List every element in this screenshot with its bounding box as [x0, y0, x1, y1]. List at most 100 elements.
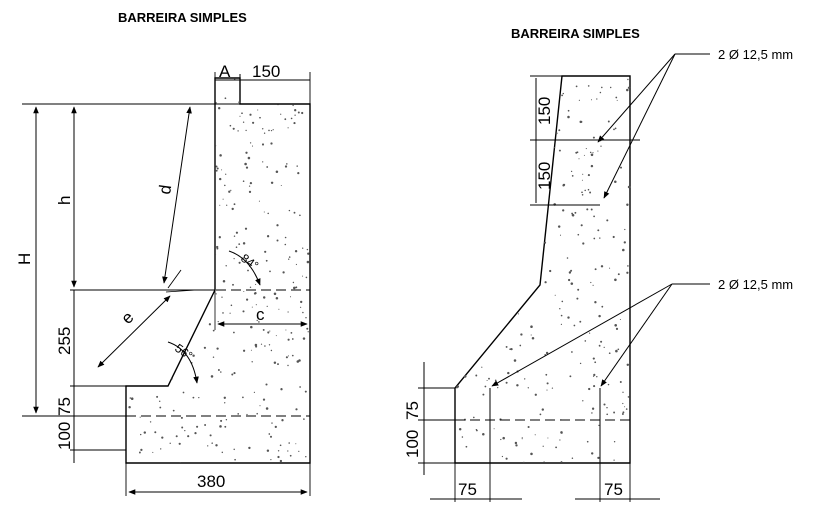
concrete-dot	[505, 457, 508, 460]
concrete-dot	[623, 241, 626, 244]
concrete-dot	[218, 107, 221, 110]
concrete-dot	[615, 327, 619, 330]
concrete-dot	[544, 241, 547, 244]
concrete-dot	[279, 459, 283, 463]
concrete-dot	[209, 434, 212, 437]
concrete-dot	[530, 452, 533, 456]
concrete-dot	[212, 356, 215, 358]
left-concrete-texture	[128, 78, 310, 464]
concrete-dot	[603, 346, 605, 349]
concrete-dot	[561, 300, 564, 303]
concrete-dot	[587, 188, 590, 191]
concrete-dot	[216, 167, 219, 170]
concrete-dot	[562, 209, 565, 212]
concrete-dot	[576, 151, 579, 154]
concrete-dot	[306, 260, 310, 264]
concrete-dot	[295, 263, 297, 266]
concrete-dot	[279, 444, 282, 447]
concrete-dot	[567, 115, 570, 119]
concrete-dot	[212, 329, 215, 332]
concrete-dot	[219, 204, 221, 206]
concrete-dot	[304, 390, 307, 393]
concrete-dot	[547, 437, 549, 439]
concrete-dot	[579, 320, 582, 323]
concrete-dot	[225, 173, 227, 175]
concrete-dot	[288, 256, 291, 258]
concrete-dot	[249, 181, 253, 185]
concrete-dot	[159, 406, 162, 409]
concrete-dot	[260, 343, 263, 345]
concrete-dot	[246, 413, 248, 416]
right-rebar-lower-label: 2 Ø 12,5 mm	[718, 277, 793, 292]
concrete-dot	[571, 457, 574, 460]
concrete-dot	[543, 461, 545, 463]
concrete-dot	[207, 445, 209, 447]
concrete-dot	[594, 268, 597, 271]
concrete-dot	[235, 246, 238, 248]
concrete-dot	[546, 389, 548, 391]
concrete-dot	[463, 375, 467, 378]
concrete-dot	[270, 459, 272, 461]
concrete-dot	[233, 448, 235, 451]
concrete-dot	[255, 283, 257, 285]
concrete-dot	[264, 250, 267, 253]
concrete-dot	[500, 438, 502, 441]
concrete-dot	[262, 328, 265, 331]
right-dim-bottom-right: 75	[604, 480, 623, 499]
concrete-dot	[593, 215, 595, 218]
concrete-dot	[294, 114, 296, 116]
concrete-dot	[578, 99, 580, 101]
concrete-dot	[586, 208, 589, 211]
concrete-dot	[253, 391, 255, 393]
concrete-dot	[281, 419, 284, 422]
concrete-dot	[239, 115, 241, 117]
concrete-dot	[139, 416, 141, 418]
concrete-dot	[233, 258, 235, 260]
concrete-dot	[238, 101, 241, 104]
concrete-dot	[208, 323, 212, 326]
concrete-dot	[272, 129, 274, 131]
concrete-dot	[254, 343, 258, 347]
right-dim-75: 75	[403, 401, 422, 420]
concrete-dot	[515, 444, 518, 447]
concrete-dot	[224, 184, 226, 187]
concrete-dot	[222, 312, 224, 314]
concrete-dot	[486, 379, 488, 382]
concrete-dot	[216, 347, 219, 350]
concrete-dot	[219, 425, 222, 428]
concrete-dot	[269, 270, 271, 273]
right-dim-100: 100	[403, 430, 422, 458]
concrete-dot	[560, 461, 563, 463]
concrete-dot	[527, 425, 530, 429]
concrete-dot	[461, 436, 464, 438]
concrete-dot	[542, 445, 544, 447]
concrete-dot	[221, 296, 223, 298]
concrete-dot	[301, 111, 304, 115]
concrete-dot	[247, 269, 249, 272]
concrete-dot	[292, 104, 294, 107]
concrete-dot	[229, 124, 232, 127]
concrete-dot	[215, 169, 218, 172]
concrete-dot	[619, 381, 622, 383]
concrete-dot	[280, 388, 283, 391]
concrete-dot	[562, 92, 564, 95]
concrete-dot	[284, 236, 287, 239]
concrete-dot	[302, 247, 304, 249]
concrete-dot	[288, 209, 291, 212]
concrete-dot	[161, 436, 164, 439]
concrete-dot	[590, 208, 593, 211]
concrete-dot	[609, 86, 612, 89]
left-dim-line-e	[97, 295, 171, 368]
right-rebar-upper-label: 2 Ø 12,5 mm	[718, 47, 793, 62]
concrete-dot	[571, 351, 573, 353]
concrete-dot	[598, 344, 601, 347]
concrete-dot	[622, 391, 624, 393]
concrete-dot	[276, 239, 279, 242]
concrete-dot	[598, 314, 601, 318]
concrete-dot	[577, 288, 580, 291]
right-leader-upper-2	[603, 53, 676, 199]
concrete-dot	[246, 298, 249, 301]
concrete-dot	[156, 395, 159, 398]
concrete-dot	[555, 132, 558, 135]
concrete-dot	[275, 335, 277, 337]
